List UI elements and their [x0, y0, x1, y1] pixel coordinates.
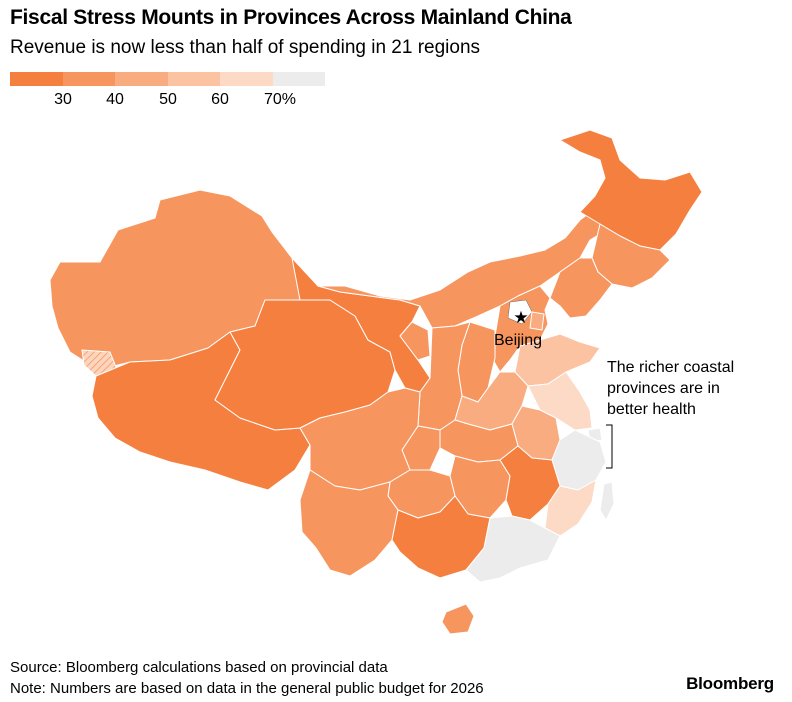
beijing-star-icon: ★: [513, 308, 528, 327]
legend-swatch-6: [273, 72, 325, 86]
legend-swatch-2: [63, 72, 115, 86]
beijing-label: Beijing: [494, 332, 542, 349]
annotation-bracket: [606, 424, 613, 469]
legend-tick-30: 30: [54, 91, 72, 108]
region-liaoning: [549, 257, 613, 319]
legend-swatch-3: [115, 72, 168, 86]
legend-tick-70: 70%: [263, 91, 297, 108]
legend-tick-50: 50: [159, 91, 177, 108]
annotation-line-1: The richer coastal: [607, 359, 734, 376]
region-beijing: [507, 299, 533, 325]
region-tianjin: [529, 311, 545, 331]
footer-source: Source: Bloomberg calculations based on …: [10, 659, 388, 676]
region-ningxia: [399, 321, 431, 361]
legend-swatch-5: [220, 72, 273, 86]
legend-swatch-4: [168, 72, 220, 86]
legend-tick-60: 60: [211, 91, 229, 108]
region-heilongjiang: [559, 129, 703, 251]
region-yunnan: [299, 469, 399, 577]
footer-note: Note: Numbers are based on data in the g…: [10, 680, 484, 697]
china-province-map: ★ Beijing The richer coastal provinces a…: [49, 129, 734, 635]
bloomberg-logo: Bloomberg: [686, 674, 774, 693]
chart-title: Fiscal Stress Mounts in Provinces Across…: [10, 6, 572, 29]
region-guangdong: [465, 515, 561, 583]
chart-subtitle: Revenue is now less than half of spendin…: [10, 37, 481, 58]
annotation-line-2: provinces are in: [607, 380, 720, 397]
legend-tick-40: 40: [106, 91, 124, 108]
legend-swatch-1: [10, 72, 63, 86]
legend: 30 40 50 60 70%: [10, 72, 330, 112]
region-hainan: [441, 603, 475, 635]
region-taiwan: [599, 481, 615, 521]
annotation-line-3: better health: [607, 401, 696, 418]
